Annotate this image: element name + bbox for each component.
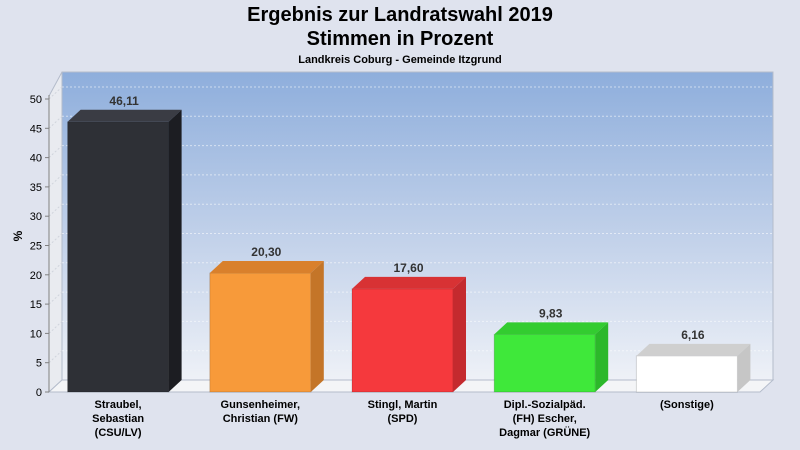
y-tick-label: 40 bbox=[30, 153, 42, 165]
y-tick-label: 50 bbox=[30, 94, 42, 106]
bar-side bbox=[595, 322, 609, 392]
grid-line-side bbox=[48, 321, 63, 334]
bar-top bbox=[636, 343, 751, 356]
bar bbox=[493, 322, 609, 393]
grid-line-side bbox=[48, 203, 63, 217]
x-category-label: Gunsenheimer, Christian (FW) bbox=[220, 399, 301, 425]
y-tick-label: 20 bbox=[30, 270, 42, 282]
x-category-label: Dipl.-Sozialpäd. (FH) Escher, Dagmar (GR… bbox=[499, 399, 591, 439]
grid-line-side bbox=[48, 86, 63, 100]
grid-line-side bbox=[48, 233, 63, 246]
value-labels: 46,11 20,30 17,60 9,83 6,16 bbox=[109, 94, 704, 342]
bar-value-label: 9,83 bbox=[539, 306, 563, 320]
bar-front bbox=[493, 333, 596, 393]
grid-line-side bbox=[48, 145, 63, 158]
y-tick-label: 10 bbox=[30, 328, 42, 340]
bar-value-label: 6,16 bbox=[681, 328, 705, 342]
plot-left-wall bbox=[48, 71, 63, 394]
grid-line-side bbox=[48, 291, 63, 305]
bar-top bbox=[352, 276, 466, 289]
grid-line-side bbox=[48, 350, 63, 364]
chart-title-line2: Stimmen in Prozent bbox=[306, 28, 494, 50]
y-tick-label: 45 bbox=[30, 123, 42, 135]
y-tick-label: 0 bbox=[36, 387, 42, 399]
x-category-label: (Sonstige) bbox=[660, 399, 714, 411]
bar-value-label: 17,60 bbox=[393, 261, 423, 275]
bar-front bbox=[351, 288, 454, 393]
bar bbox=[67, 109, 182, 393]
bar-value-label: 20,30 bbox=[251, 245, 281, 259]
bar-front bbox=[67, 121, 170, 393]
y-tick-label: 15 bbox=[30, 299, 42, 311]
bar-top bbox=[209, 261, 324, 274]
y-axis-label: % bbox=[11, 230, 25, 241]
chart-title: Ergebnis zur Landratswahl 2019 bbox=[247, 4, 553, 26]
bar-front bbox=[209, 272, 312, 393]
y-tick-label: 5 bbox=[36, 358, 42, 370]
bar-side bbox=[168, 109, 182, 392]
bar-side bbox=[310, 261, 324, 392]
bar bbox=[635, 343, 751, 393]
grid-line-side bbox=[48, 115, 63, 129]
x-category-label: Straubel, Sebastian (CSU/LV) bbox=[92, 399, 145, 439]
grid-line-side bbox=[48, 174, 63, 188]
y-tick-label: 35 bbox=[30, 182, 42, 194]
bar-side bbox=[737, 343, 751, 392]
bar-top bbox=[67, 109, 182, 122]
bar-side bbox=[453, 276, 466, 392]
chart-subtitle: Landkreis Coburg - Gemeinde Itzgrund bbox=[298, 54, 502, 66]
y-tick-label: 25 bbox=[30, 241, 42, 253]
bar bbox=[209, 261, 324, 393]
y-axis: 0 5 10 15 20 25 30 35 40 45 50% bbox=[11, 94, 50, 399]
grid-line-side bbox=[48, 262, 63, 276]
bars bbox=[67, 109, 751, 393]
bar-top bbox=[494, 322, 609, 335]
x-category-label: Stingl, Martin (SPD) bbox=[367, 399, 438, 425]
bar-value-label: 46,11 bbox=[109, 94, 139, 108]
bar bbox=[351, 276, 466, 393]
y-tick-label: 30 bbox=[30, 211, 42, 223]
bar-front bbox=[635, 355, 738, 393]
